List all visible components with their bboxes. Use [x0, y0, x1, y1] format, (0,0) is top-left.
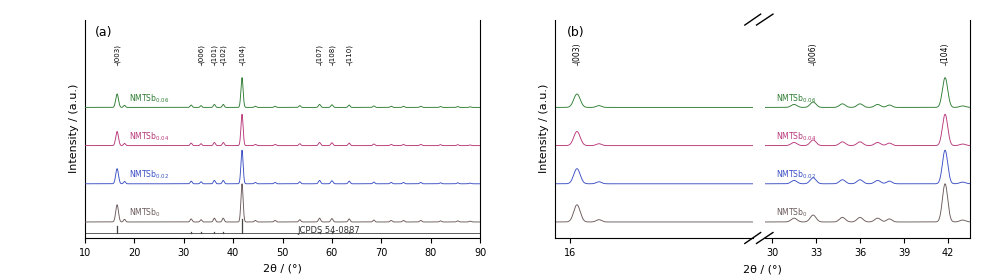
Y-axis label: Intensity / (a.u.): Intensity / (a.u.)	[69, 84, 79, 174]
Text: NMTSb$_0$: NMTSb$_0$	[129, 207, 161, 219]
Text: JCPDS 54-0887: JCPDS 54-0887	[297, 226, 360, 235]
Text: NMTSb$_{0.04}$: NMTSb$_{0.04}$	[129, 130, 170, 143]
Text: (108): (108)	[329, 44, 335, 63]
Text: (102): (102)	[220, 44, 227, 63]
Text: (b): (b)	[567, 26, 584, 39]
Text: (003): (003)	[114, 44, 120, 63]
X-axis label: 2θ / (°): 2θ / (°)	[263, 263, 302, 273]
Text: NMTSb$_{0.06}$: NMTSb$_{0.06}$	[129, 92, 170, 105]
Text: (110): (110)	[346, 44, 352, 63]
Text: (006): (006)	[198, 44, 204, 63]
Text: NMTSb$_{0.04}$: NMTSb$_{0.04}$	[776, 130, 817, 143]
Text: (a): (a)	[95, 26, 112, 39]
Text: 2θ / (°): 2θ / (°)	[743, 264, 782, 274]
Text: NMTSb$_0$: NMTSb$_0$	[776, 207, 808, 219]
Text: (104): (104)	[239, 44, 245, 63]
Text: (101): (101)	[211, 44, 218, 63]
Text: NMTSb$_{0.06}$: NMTSb$_{0.06}$	[776, 92, 817, 105]
Text: NMTSb$_{0.02}$: NMTSb$_{0.02}$	[129, 169, 170, 181]
Text: (107): (107)	[316, 44, 323, 63]
Text: (104): (104)	[941, 42, 950, 63]
Text: NMTSb$_{0.02}$: NMTSb$_{0.02}$	[776, 169, 817, 181]
Text: (006): (006)	[809, 42, 818, 63]
Y-axis label: Intensity / (a.u.): Intensity / (a.u.)	[539, 84, 549, 174]
Text: (003): (003)	[572, 42, 581, 63]
